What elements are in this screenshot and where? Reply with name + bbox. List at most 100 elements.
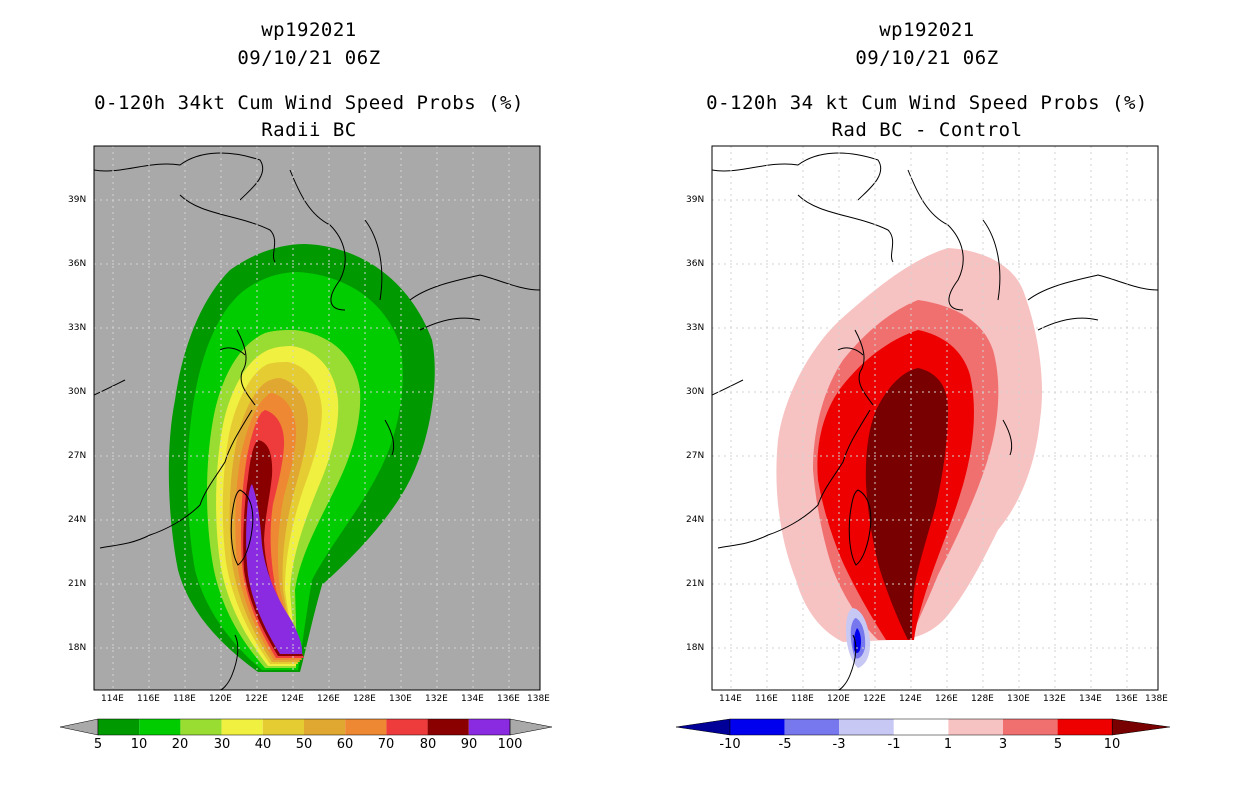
right-panel: wp192021 09/10/21 06Z 0-120h 34 kt Cum W… [618,0,1236,800]
right-map-frame [711,145,1159,691]
right-colorbar [675,718,1171,736]
left-lat-label: 18N [68,643,87,653]
left-colorbar-bin [221,719,263,735]
left-colorbar-bin [262,719,304,735]
left-panel: wp192021 09/10/21 06Z 0-120h 34kt Cum Wi… [59,19,553,752]
left-lat-label: 36N [68,259,87,269]
left-lon-label: 128E [353,694,376,704]
right-lat-label: 39N [686,195,705,205]
right-colorbar-bin [839,719,894,735]
left-datetime: 09/10/21 06Z [237,47,381,69]
left-colorbar-label: 40 [254,737,272,752]
left-lat-label: 39N [68,195,87,205]
left-colorbar-bin [304,719,346,735]
right-lat-label: 30N [686,387,705,397]
right-lat-label: 18N [686,643,705,653]
left-colorbar-label: 100 [497,737,523,752]
right-lon-label: 118E [791,694,814,704]
right-datetime: 09/10/21 06Z [855,47,999,69]
left-map [59,145,553,736]
left-colorbar-label: 80 [419,737,437,752]
right-lon-label: 114E [719,694,742,704]
right-colorbar-label: 3 [998,737,1008,752]
left-lon-label: 116E [137,694,160,704]
right-colorbar-label: 5 [1053,737,1063,752]
left-lon-label: 130E [389,694,412,704]
right-lon-label: 128E [971,694,994,704]
right-lon-label: 126E [935,694,958,704]
left-lat-label: 27N [68,451,87,461]
left-colorbar-label: 60 [336,737,354,752]
left-lon-label: 114E [101,694,124,704]
left-colorbar-label: 5 [93,737,103,752]
right-lon-label: 122E [863,694,886,704]
left-subtitle: Radii BC [261,119,357,141]
left-colorbar-label: 10 [130,737,148,752]
right-colorbar-bin [1057,719,1113,735]
left-colorbar-bin [345,719,387,735]
right-lon-label: 132E [1043,694,1066,704]
left-colorbar-label: 20 [171,737,189,752]
right-coastlines [712,152,1158,690]
left-lon-label: 122E [245,694,268,704]
left-colorbar-label: 50 [295,737,313,752]
right-lat-label: 27N [686,451,705,461]
right-lat-label: 36N [686,259,705,269]
right-colorbar-bin [948,719,1003,735]
left-lon-label: 138E [527,694,550,704]
left-lon-label: 118E [173,694,196,704]
left-storm-id: wp192021 [261,19,357,41]
right-colorbar-low-arrow [675,718,731,736]
right-lon-label: 124E [899,694,922,704]
right-lat-label: 24N [686,515,705,525]
left-colorbar-bin [139,719,181,735]
right-lon-label: 136E [1115,694,1138,704]
right-colorbar-label: -10 [719,737,741,752]
left-map-frame [93,145,541,691]
right-subtitle: Rad BC - Control [831,119,1023,141]
left-lon-label: 120E [209,694,232,704]
left-colorbar-bin [98,719,140,735]
right-storm-id: wp192021 [879,19,975,41]
right-lat-label: 33N [686,323,705,333]
left-colorbar-bin [427,719,469,735]
left-colorbar-label: 30 [213,737,231,752]
right-colorbar-label: -1 [887,737,901,752]
left-lon-label: 136E [497,694,520,704]
left-colorbar-bin [468,719,510,735]
left-colorbar-label: 70 [377,737,395,752]
right-gridlines [712,146,1158,690]
right-lon-label: 130E [1007,694,1030,704]
diff-contour-10 [865,368,948,640]
right-lat-label: 21N [686,579,705,589]
right-lon-label: 138E [1145,694,1168,704]
left-lon-label: 126E [317,694,340,704]
right-title: 0-120h 34 kt Cum Wind Speed Probs (%) [706,92,1148,114]
left-lat-label: 24N [68,515,87,525]
right-lon-label: 134E [1079,694,1102,704]
left-colorbar-bin [180,719,222,735]
right-colorbar-label: 10 [1103,737,1121,752]
right-lon-label: 116E [755,694,778,704]
left-colorbar-high-arrow [509,718,553,736]
left-lat-label: 21N [68,579,87,589]
left-lon-label: 132E [425,694,448,704]
left-lat-label: 30N [68,387,87,397]
right-colorbar-bin [1003,719,1058,735]
right-colorbar-bin [730,719,785,735]
right-colorbar-bin [893,719,949,735]
left-colorbar-bin [386,719,428,735]
left-lon-label: 124E [281,694,304,704]
left-colorbar-low-arrow [59,718,99,736]
right-colorbar-high-arrow [1111,718,1171,736]
left-colorbar [59,718,553,736]
left-colorbar-label: 90 [460,737,478,752]
right-colorbar-label: -3 [832,737,846,752]
right-map [675,145,1171,736]
left-gridlines [94,146,540,690]
left-title: 0-120h 34kt Cum Wind Speed Probs (%) [94,92,524,114]
right-colorbar-bin [784,719,840,735]
left-lon-label: 134E [461,694,484,704]
right-colorbar-label: -5 [778,737,792,752]
right-lon-label: 120E [827,694,850,704]
